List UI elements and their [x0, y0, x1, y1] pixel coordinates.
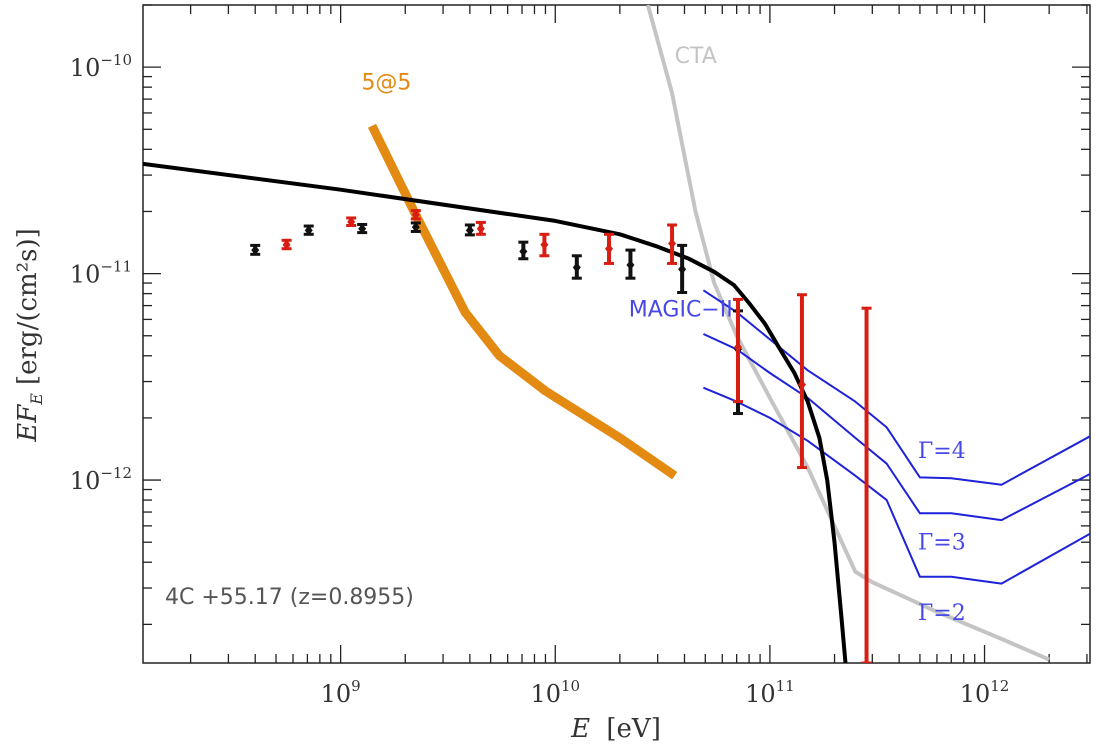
data-point-red	[281, 238, 292, 251]
annotation-magic-ii: MAGIC−II	[629, 297, 733, 322]
data-point-black	[518, 240, 529, 261]
data-point-red	[346, 216, 357, 228]
y-tick-label: 10−12	[70, 464, 132, 495]
annotation-cta: CTA	[675, 44, 717, 69]
data-point-black	[625, 248, 636, 280]
data-point-black	[677, 243, 688, 295]
x-tick-label: 1010	[530, 677, 580, 708]
curve-cta	[645, 5, 1050, 662]
plot-area	[143, 5, 1090, 663]
data-point-red	[539, 232, 550, 258]
data-point-black	[250, 243, 261, 256]
x-axis-var: E	[570, 714, 590, 744]
data-point-red	[667, 223, 678, 265]
y-axis-var: EF	[13, 404, 43, 443]
data-point-black	[303, 224, 314, 236]
plot-frame	[142, 4, 1091, 664]
annotation--3: Γ=3	[918, 531, 966, 556]
y-tick-label: 10−11	[70, 258, 132, 289]
annotation--2: Γ=2	[918, 601, 966, 626]
y-axis-sub: E	[27, 393, 46, 406]
data-point-red	[604, 232, 615, 265]
model-curves	[143, 5, 1090, 663]
y-axis-unit: [erg/(cm²s)]	[13, 228, 43, 385]
y-tick-label: 10−10	[70, 51, 132, 82]
data-point-black	[464, 223, 475, 237]
annotation-5@5: 5@5	[361, 70, 411, 95]
data-point-red	[475, 220, 486, 236]
data-point-black	[571, 254, 582, 280]
annotation--4: Γ=4	[918, 439, 966, 464]
axis-tick-labels: 109 1010 1011 1012 10−10 10−11 10−12	[70, 51, 1010, 708]
y-axis-label: EFE [erg/(cm²s)]	[13, 228, 46, 443]
data-point-black	[357, 222, 368, 235]
data-point-red	[732, 297, 743, 404]
data-points	[250, 209, 872, 663]
x-tick-label: 109	[321, 677, 361, 708]
curve-magic-ii-4	[702, 289, 1090, 486]
curve-magic-ii-2	[703, 386, 1090, 585]
annotations: 5@5 CTA MAGIC−II Γ=4 Γ=3 Γ=2	[361, 44, 965, 626]
data-point-red	[410, 209, 421, 221]
data-point-black	[410, 221, 421, 233]
curve-model	[143, 161, 848, 663]
x-axis-unit: [eV]	[606, 714, 660, 744]
x-tick-label: 1012	[960, 677, 1010, 708]
source-label: 4C +55.17 (z=0.8955)	[165, 585, 414, 610]
data-point-red	[861, 306, 872, 663]
axis-ticks	[143, 4, 1090, 663]
x-tick-label: 1011	[745, 677, 795, 708]
data-point-red	[796, 293, 807, 470]
x-axis-label: E [eV]	[570, 714, 661, 744]
curve-magic-ii-3	[702, 333, 1090, 522]
